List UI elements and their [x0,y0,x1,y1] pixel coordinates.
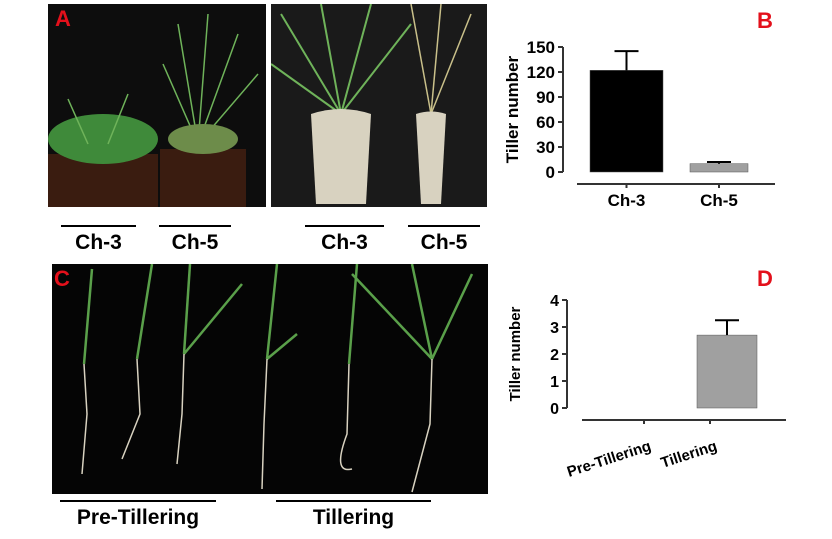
chart-b-x-tick-label: Ch-3 [608,191,646,210]
chart-d-y-label: Tiller number [507,306,524,401]
photo-a-potted-plants [48,4,266,207]
panel-letter-d: D [757,266,773,291]
chart-d-y-tick-label: 4 [550,293,559,310]
underline-c-pre-tillering [60,500,216,502]
underline-a-ch3-left [61,225,136,227]
chart-b-bar [589,70,664,173]
chart-b-y-tick-label: 120 [527,63,555,82]
underline-c-tillering [276,500,431,502]
chart-d-bar [696,334,758,409]
panel-letter-b: B [757,8,773,33]
chart-b-y-tick-label: 0 [546,163,555,182]
chart-b-y-label: Tiller number [503,55,522,163]
photo-a-roots [271,4,487,207]
chart-d-y-tick-label: 1 [550,374,559,391]
label-a-ch3-left: Ch-3 [75,231,122,254]
chart-b-bar [689,163,749,173]
panel-letter-a: A [55,6,71,31]
chart-b-x-tick-label: Ch-5 [700,191,738,210]
chart-d-y-tick-label: 3 [550,320,559,337]
chart-b-y-tick-label: 60 [536,113,555,132]
chart-b-y-tick-label: 30 [536,138,555,157]
label-a-ch5-right: Ch-5 [420,231,468,254]
label-a-ch3-right: Ch-3 [321,231,368,254]
panel-letter-c: C [54,266,70,291]
photo-c-seedlings [52,264,488,494]
chart-d-y-tick-label: 2 [550,347,559,364]
label-a-ch5-left: Ch-5 [171,231,219,254]
chart-b-y-tick-label: 150 [527,38,555,57]
chart-b-y-tick-label: 90 [536,88,555,107]
chart-d-x-tick-label: Tillering [659,438,719,472]
underline-a-ch5-left [159,225,231,227]
underline-a-ch5-right [408,225,480,227]
chart-d-x-tick-label: Pre-Tillering [565,438,653,481]
underline-a-ch3-right [305,225,384,227]
label-c-pre-tillering: Pre-Tillering [76,506,200,529]
label-c-tillering: Tillering [312,506,395,529]
chart-d-y-tick-label: 0 [550,401,559,418]
